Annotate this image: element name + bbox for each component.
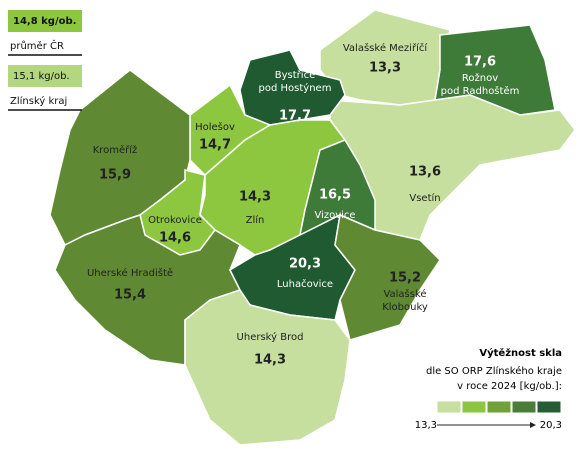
legend-subtitle: v roce 2024 [kg/ob.]:: [457, 381, 562, 392]
region-value: 15,9: [99, 168, 131, 183]
region-name: Rožnov: [462, 72, 498, 84]
region-name: Holešov: [195, 121, 235, 133]
region-value: 13,6: [409, 165, 441, 180]
region-name: Valašské: [383, 288, 426, 300]
region-name: Vizovice: [314, 210, 355, 221]
region-name: Bystřice: [275, 69, 315, 81]
region-value: 14,3: [239, 190, 271, 205]
reference-box: [8, 10, 82, 32]
region-name: Vsetín: [409, 192, 440, 204]
region-name: Klobouky: [382, 302, 428, 313]
reference-label: průměr ČR: [10, 39, 64, 52]
region: [184, 289, 351, 446]
region-value: 20,3: [289, 257, 321, 272]
region-value: 14,3: [254, 353, 286, 368]
region-name: Uherský Brod: [237, 331, 304, 343]
reference-label: Zlínský kraj: [10, 95, 67, 107]
legend-swatch: [486, 400, 512, 414]
region-name: pod Hostýnem: [259, 82, 332, 94]
legend-subtitle: dle SO ORP Zlínského kraje: [426, 365, 562, 377]
reference-value: 14,8 kg/ob.: [13, 16, 76, 27]
legend-swatch: [536, 400, 562, 414]
region-value: 16,5: [319, 188, 351, 203]
region: [239, 49, 346, 126]
region: [334, 213, 441, 341]
region-name: pod Radhoštěm: [441, 85, 520, 97]
legend-swatch: [461, 400, 487, 414]
region-value: 14,7: [199, 138, 231, 153]
region-name: Luhačovice: [277, 278, 333, 290]
legend-swatch: [511, 400, 537, 414]
region-value: 17,6: [464, 55, 496, 70]
legend-swatch: [436, 400, 462, 414]
region-name: Valašské Meziříčí: [343, 42, 428, 54]
legend-title: Výtěžnost skla: [479, 347, 562, 359]
reference-box: [8, 65, 82, 87]
region-value: 17,7: [279, 109, 311, 124]
reference-value: 15,1 kg/ob.: [13, 71, 70, 82]
scale-arrow-head: [530, 422, 536, 428]
legend-max: 20,3: [540, 420, 562, 431]
region-name: Kroměříž: [93, 144, 138, 156]
region-value: 15,2: [389, 271, 421, 286]
region-value: 13,3: [369, 61, 401, 76]
region-name: Otrokovice: [148, 215, 202, 226]
region-value: 15,4: [114, 288, 146, 303]
legend-min: 13,3: [415, 420, 437, 431]
region-value: 14,6: [159, 231, 191, 246]
region-name: Zlín: [246, 214, 265, 226]
region-name: Uherské Hradiště: [87, 267, 173, 279]
